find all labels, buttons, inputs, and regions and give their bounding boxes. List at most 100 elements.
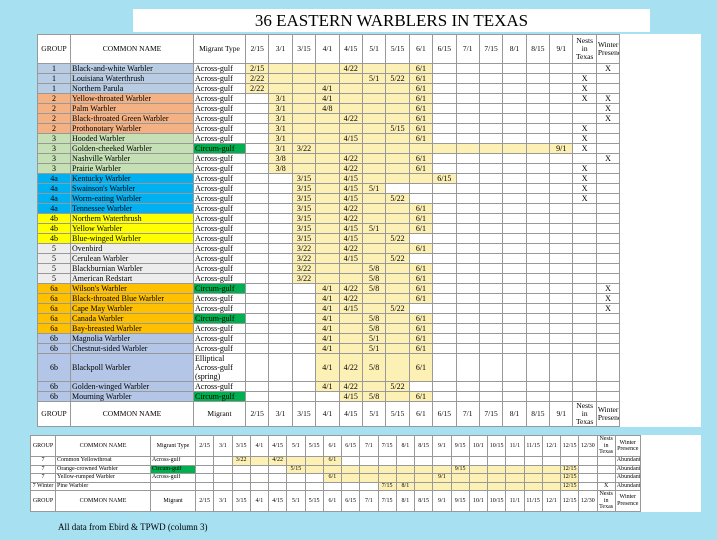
column-footer: 7/1 xyxy=(455,401,480,427)
empty-cell xyxy=(549,391,574,402)
empty-cell xyxy=(455,313,480,324)
main-table: GROUP COMMON NAME Migrant Type 2/15 3/1 3/15 4… xyxy=(37,34,701,427)
column-header: 11/15 xyxy=(523,435,543,457)
empty-cell xyxy=(432,193,457,204)
empty-cell xyxy=(502,103,527,114)
winter-cell xyxy=(595,253,621,264)
winter-cell xyxy=(595,193,621,204)
empty-cell xyxy=(432,83,457,94)
name-cell: Mourning Warbler xyxy=(70,391,194,402)
empty-cell xyxy=(268,213,293,224)
empty-cell xyxy=(315,163,340,174)
nests-cell xyxy=(572,223,597,234)
empty-cell xyxy=(549,213,574,224)
empty-cell xyxy=(340,473,361,483)
date-cell: 4/15 xyxy=(338,253,363,264)
group-cell: 2 xyxy=(37,93,71,104)
empty-cell xyxy=(213,481,233,491)
nests-cell xyxy=(572,153,597,164)
empty-cell xyxy=(315,273,340,284)
row: 2 Prothonotary Warbler Across-gulf 3/1 5/15 6… xyxy=(37,123,701,134)
empty-cell xyxy=(549,193,574,204)
empty-cell xyxy=(244,193,270,204)
empty-cell xyxy=(361,113,387,124)
group-cell: 3 xyxy=(37,163,71,174)
empty-cell xyxy=(268,273,293,284)
empty-cell xyxy=(291,83,317,94)
empty-cell xyxy=(249,464,270,474)
empty-cell xyxy=(244,253,270,264)
empty-cell xyxy=(455,263,480,274)
empty-cell xyxy=(315,113,340,124)
empty-cell xyxy=(291,123,317,134)
row: 1 Northern Parula Across-gulf 2/22 4/1 6/1 X xyxy=(37,83,701,94)
date-cell: 4/1 xyxy=(315,93,340,104)
empty-cell xyxy=(432,103,457,114)
column-footer: 8/1 xyxy=(502,401,527,427)
date-cell: 3/1 xyxy=(268,133,293,144)
date-cell: 4/15 xyxy=(338,233,363,244)
date-cell: 6/1 xyxy=(408,313,434,324)
name-cell: Golden-winged Warbler xyxy=(70,381,194,392)
empty-cell xyxy=(432,481,452,491)
empty-cell xyxy=(525,323,551,334)
date-cell: 2/22 xyxy=(244,73,270,84)
group-cell: 7 Winter xyxy=(30,481,56,491)
empty-cell xyxy=(468,481,489,491)
empty-cell xyxy=(468,473,489,483)
empty-cell xyxy=(315,223,340,234)
empty-cell xyxy=(244,163,270,174)
winter-cell xyxy=(595,183,621,194)
nests-cell: X xyxy=(572,143,597,154)
empty-cell xyxy=(455,103,480,114)
winter-cell: X xyxy=(595,153,621,164)
empty-cell xyxy=(244,93,270,104)
empty-cell xyxy=(268,323,293,334)
column-header: 4/1 xyxy=(315,34,340,64)
migrant-cell: Across-gulf xyxy=(193,93,246,104)
empty-cell xyxy=(578,473,598,483)
empty-cell xyxy=(432,243,457,254)
group-cell: 1 xyxy=(37,63,71,74)
empty-cell xyxy=(541,473,562,483)
date-cell: 4/22 xyxy=(338,293,363,304)
column-footer: 6/1 xyxy=(322,490,343,512)
date-cell: 6/1 xyxy=(408,273,434,284)
name-cell: Cape May Warbler xyxy=(70,303,194,314)
empty-cell xyxy=(549,293,574,304)
empty-cell xyxy=(194,456,215,466)
migrant-cell: Across-gulf xyxy=(193,223,246,234)
empty-cell xyxy=(525,273,551,284)
empty-cell xyxy=(549,153,574,164)
empty-cell xyxy=(244,343,270,354)
empty-cell xyxy=(340,481,361,491)
column-header: 12/30 xyxy=(578,435,598,457)
nests-cell xyxy=(572,273,597,284)
empty-cell xyxy=(377,473,397,483)
nests-cell: X xyxy=(572,133,597,144)
migrant-cell: Across-gulf xyxy=(193,153,246,164)
date-cell: 6/1 xyxy=(408,163,434,174)
empty-cell xyxy=(244,243,270,254)
group-cell: 2 xyxy=(37,123,71,134)
empty-cell xyxy=(385,93,410,104)
empty-cell xyxy=(194,464,215,474)
migrant-cell: Elliptical Across-gulf (spring) xyxy=(193,353,246,382)
empty-cell xyxy=(478,213,504,224)
empty-cell xyxy=(231,473,251,483)
empty-cell xyxy=(377,456,397,466)
empty-cell xyxy=(502,223,527,234)
winter-cell xyxy=(595,381,621,392)
name-cell: Northern Parula xyxy=(70,83,194,94)
empty-cell xyxy=(385,293,410,304)
empty-cell xyxy=(244,113,270,124)
empty-cell xyxy=(385,343,410,354)
row: 7 Common Yellowthroat Across-gulf 3/22 4/22 6… xyxy=(30,456,701,466)
empty-cell xyxy=(361,173,387,184)
empty-cell xyxy=(267,473,288,483)
empty-cell xyxy=(525,93,551,104)
column-footer: COMMON NAME xyxy=(70,401,194,427)
empty-cell xyxy=(338,73,363,84)
group-cell: 3 xyxy=(37,153,71,164)
date-cell: 3/22 xyxy=(291,243,317,254)
